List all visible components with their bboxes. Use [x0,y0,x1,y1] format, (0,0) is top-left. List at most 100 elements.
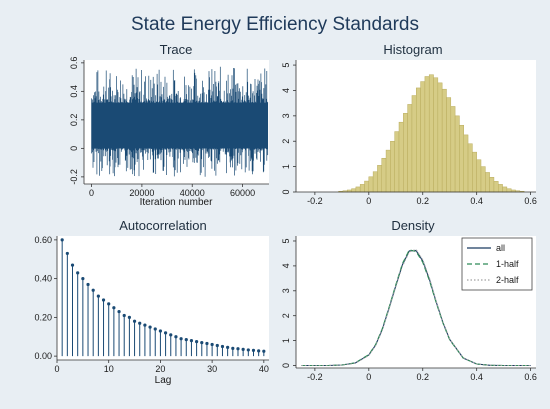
histogram-bar [411,95,417,193]
histogram-bar [441,88,447,193]
y-tick-label: 0.2 [69,114,79,127]
histogram-bar [420,81,426,193]
density-legend: all 1-half 2-half [461,237,533,291]
histogram-bar [450,106,456,193]
autocorrelation-point [163,331,168,335]
autocorrelation-point [96,294,100,298]
autocorrelation-point [101,298,106,302]
autocorrelation-point [205,341,209,346]
histogram-bar [506,188,512,193]
y-tick-label: 0 [281,363,291,368]
histogram-bar [390,140,395,193]
trace-line [91,66,269,177]
y-tick-label: 3 [281,113,291,118]
legend-label-all: all [496,243,505,253]
y-tick-label: 0.6 [69,57,79,70]
main-title: State Energy Efficiency Standards [131,14,419,35]
x-tick-label: 20 [155,364,165,374]
histogram-bar [351,188,357,193]
autocorrelation-point [107,302,111,306]
trace-title: Trace [160,42,193,57]
panel-trace: Trace -0.2 0 0.2 0.4 0.6 0 20000 40000 60000 Ite… [69,42,269,208]
autocorrelation-xlabel: Lag [155,375,172,386]
histogram-bar [459,124,464,193]
histogram-bar [385,149,391,193]
autocorrelation-title: Autocorrelation [119,218,206,233]
x-tick-label: 0 [366,196,371,206]
y-tick-label: 0 [69,146,79,151]
autocorrelation-point [138,321,142,325]
histogram-bar [472,151,477,193]
y-tick-label: 0.60 [34,235,52,245]
autocorrelation-point [226,345,230,350]
autocorrelation-point [246,348,250,352]
histogram-bar [377,165,383,193]
x-tick-label: 0.4 [470,196,483,206]
y-tick-label: 5 [281,238,291,243]
histogram-bar [454,115,460,193]
x-tick-label: 40 [259,364,269,374]
x-tick-label: -0.2 [307,196,323,206]
autocorrelation-point [132,319,137,323]
autocorrelation-point [117,309,121,314]
y-tick-label: 0.00 [34,351,52,361]
autocorrelation-point [158,329,163,333]
density-lines [301,248,531,367]
x-tick-label: 0 [366,372,371,382]
autocorrelation-point [65,251,69,256]
autocorrelation-point [86,282,90,287]
autocorrelation-point [91,288,95,292]
autocorrelation-spikes [60,238,266,357]
histogram-bar [359,184,365,193]
x-tick-label: 0.6 [524,196,537,206]
autocorrelation-point [236,347,240,351]
autocorrelation-point [231,346,235,350]
histogram-axes: 0 1 2 3 4 5 -0.2 0 0.2 0.4 0.6 [281,60,537,206]
x-tick-label: 0.4 [470,372,483,382]
histogram-bar [428,74,434,193]
autocorrelation-point [112,306,116,310]
autocorrelation-point [200,340,204,345]
autocorrelation-point [76,271,80,275]
histogram-bar [381,157,387,193]
histogram-bar [497,184,503,193]
y-tick-label: 2 [281,313,291,318]
density-title: Density [391,218,435,233]
x-tick-label: 0.6 [524,372,537,382]
autocorrelation-point [122,313,126,318]
histogram-bar [467,143,473,193]
histogram-bar [403,113,408,193]
autocorrelation-point [257,349,261,353]
y-tick-label: 5 [281,63,291,68]
y-tick-label: 1 [281,164,291,169]
legend-label-1-half: 1-half [496,259,519,269]
autocorrelation-point [184,338,188,342]
autocorrelation-point [127,315,131,319]
x-tick-label: 30 [207,364,217,374]
histogram-bar [372,171,378,193]
y-tick-label: 2 [281,139,291,144]
x-tick-label: 0 [89,188,94,198]
autocorrelation-point [60,238,64,242]
histogram-bar [416,87,421,193]
density-axes: 0 1 2 3 4 5 -0.2 0 0.2 0.4 0.6 [281,236,537,382]
autocorrelation-point [148,325,152,329]
autocorrelation-axes: 0.00 0.20 0.40 0.60 0 10 20 30 40 [34,235,269,374]
y-tick-label: 0.20 [34,312,52,322]
histogram-bar [489,177,495,193]
y-tick-label: -0.2 [69,169,79,185]
histogram-bar [476,159,482,193]
histogram-bar [355,186,361,193]
autocorrelation-point [81,277,85,281]
histogram-bar [394,131,400,193]
histogram-bar [493,181,499,193]
autocorrelation-point [169,333,173,337]
autocorrelation-point [143,323,147,327]
autocorrelation-point [220,344,225,349]
histogram-bar [485,172,490,193]
y-tick-label: 4 [281,263,291,268]
legend-box [461,237,533,291]
y-tick-label: 0.4 [69,85,79,98]
histogram-bars [338,74,525,193]
